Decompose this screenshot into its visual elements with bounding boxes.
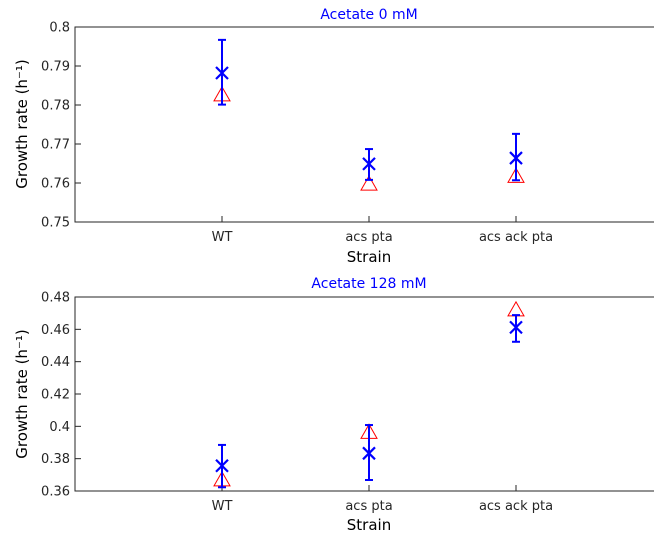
- y-tick-label: 0.8: [49, 21, 70, 36]
- x-marker: [362, 446, 376, 461]
- x-tick-label: acs pta: [345, 499, 392, 514]
- x-axis-title: Strain: [347, 516, 391, 534]
- plot-area: [74, 26, 654, 223]
- x-tick-label: acs ack pta: [479, 230, 553, 245]
- panel-title: Acetate 0 mM: [320, 7, 417, 23]
- triangle-marker: [507, 167, 525, 183]
- x-tick-label: WT: [212, 499, 233, 514]
- panel-acetate-128: Acetate 128 mM 0.36 0.38 0.4 0.42 0.44 0.46 0.…: [13, 276, 654, 534]
- x-marker: [215, 66, 229, 80]
- x-axis-title: Strain: [347, 248, 391, 266]
- y-tick-label: 0.76: [41, 177, 70, 192]
- x-marker: [215, 459, 229, 473]
- y-tick-label: 0.46: [41, 323, 70, 338]
- y-tick-label: 0.75: [41, 216, 70, 231]
- x-marker: [509, 320, 523, 335]
- x-marker: [362, 157, 376, 171]
- y-tick-label: 0.48: [41, 291, 70, 306]
- x-tick-label: WT: [212, 230, 233, 245]
- x-tick-label: acs ack pta: [479, 499, 553, 514]
- y-tick-label: 0.38: [41, 452, 70, 467]
- y-tick-label: 0.77: [41, 138, 70, 153]
- panel-title: Acetate 128 mM: [311, 276, 426, 292]
- x-marker: [509, 151, 523, 165]
- y-tick-label: 0.78: [41, 99, 70, 114]
- y-axis-title: Growth rate (h⁻¹): [13, 329, 31, 458]
- triangle-marker: [360, 175, 378, 191]
- y-tick-label: 0.44: [41, 355, 70, 370]
- panel-acetate-0: Acetate 0 mM 0.75 0.76 0.77 0.78 0.79 0.8 WT a…: [13, 7, 654, 266]
- y-tick-label: 0.36: [41, 485, 70, 500]
- x-tick-label: acs pta: [345, 230, 392, 245]
- y-tick-label: 0.42: [41, 388, 70, 403]
- y-tick-label: 0.4: [49, 420, 70, 435]
- triangle-marker: [507, 300, 525, 317]
- plot-area: [74, 296, 654, 492]
- y-tick-label: 0.79: [41, 60, 70, 75]
- y-axis-title: Growth rate (h⁻¹): [13, 59, 31, 188]
